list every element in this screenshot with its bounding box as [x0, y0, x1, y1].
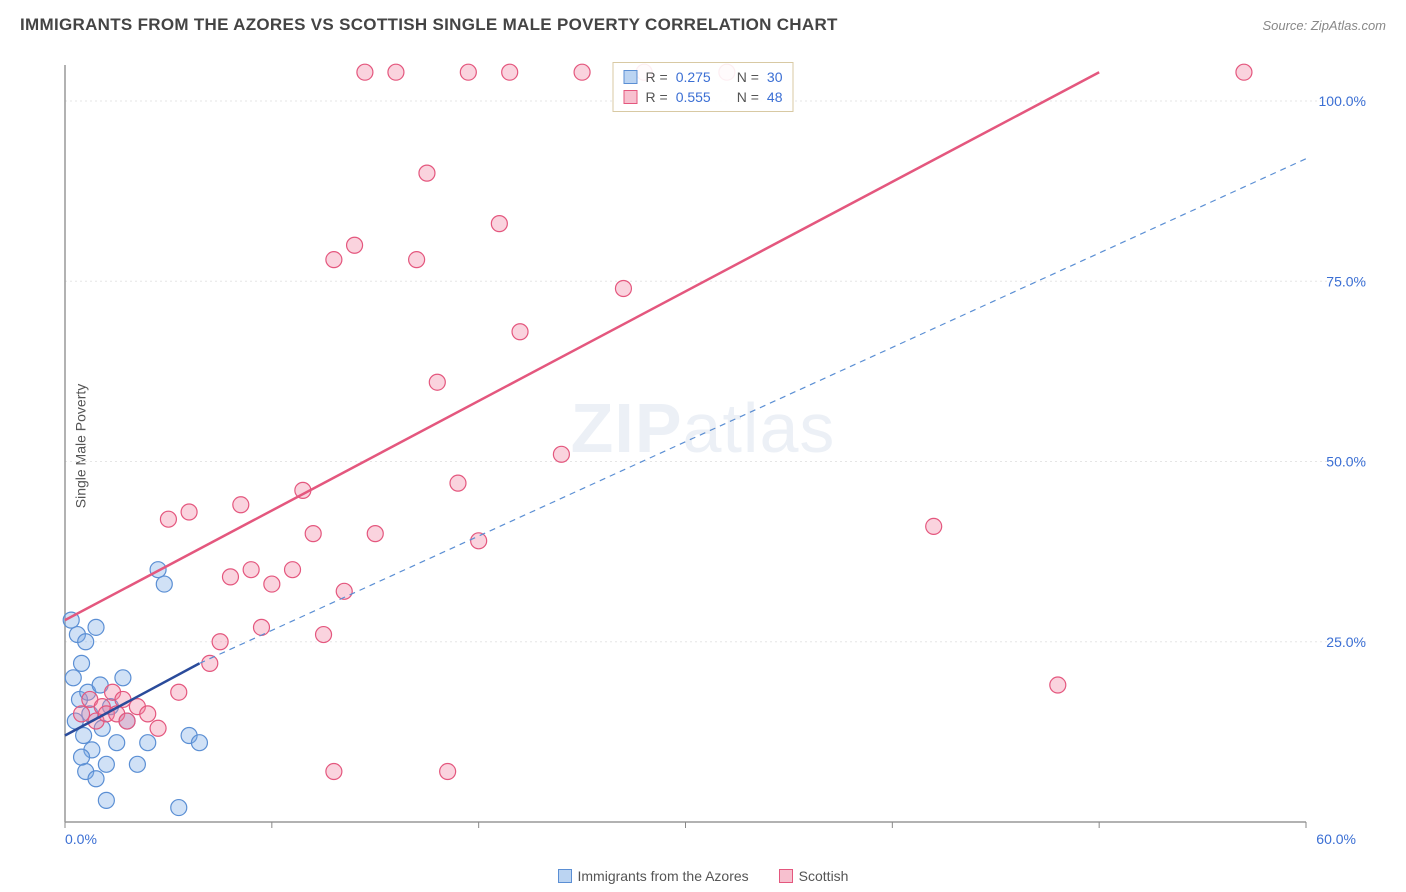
data-point: [202, 655, 218, 671]
n-value: 30: [767, 69, 783, 85]
chart-title: IMMIGRANTS FROM THE AZORES VS SCOTTISH S…: [20, 15, 838, 35]
legend-swatch: [624, 90, 638, 104]
correlation-stats-legend: R = 0.275 N = 30 R = 0.555 N = 48: [613, 62, 794, 112]
data-point: [171, 684, 187, 700]
data-point: [388, 64, 404, 80]
legend-item: Scottish: [779, 868, 849, 884]
data-point: [98, 756, 114, 772]
stats-row: R = 0.275 N = 30: [624, 67, 783, 87]
data-point: [171, 800, 187, 816]
data-point: [98, 792, 114, 808]
data-point: [253, 619, 269, 635]
data-point: [74, 706, 90, 722]
r-value: 0.555: [676, 89, 711, 105]
data-point: [1050, 677, 1066, 693]
data-point: [471, 533, 487, 549]
data-point: [440, 764, 456, 780]
scatter-plot-svg: 25.0% 50.0% 75.0% 100.0% 0.0% 60.0%: [55, 60, 1376, 852]
data-point: [140, 706, 156, 722]
plot-area: 25.0% 50.0% 75.0% 100.0% 0.0% 60.0%: [55, 60, 1376, 852]
data-point: [74, 749, 90, 765]
data-point: [429, 374, 445, 390]
legend-swatch: [558, 869, 572, 883]
n-value: 48: [767, 89, 783, 105]
header: IMMIGRANTS FROM THE AZORES VS SCOTTISH S…: [0, 0, 1406, 40]
trend-line-dashed: [199, 159, 1306, 664]
data-point: [326, 764, 342, 780]
x-tick-label: 0.0%: [65, 831, 97, 847]
trend-line: [65, 72, 1099, 620]
legend-swatch: [624, 70, 638, 84]
data-point: [150, 720, 166, 736]
legend-swatch: [779, 869, 793, 883]
data-point: [191, 735, 207, 751]
data-point: [1236, 64, 1252, 80]
data-point: [285, 562, 301, 578]
legend-label: Immigrants from the Azores: [578, 868, 749, 884]
data-point: [926, 518, 942, 534]
data-point: [409, 252, 425, 268]
n-label: N =: [737, 89, 759, 105]
data-point: [574, 64, 590, 80]
data-point: [460, 64, 476, 80]
data-point: [243, 562, 259, 578]
series-legend: Immigrants from the Azores Scottish: [0, 868, 1406, 884]
r-label: R =: [646, 89, 668, 105]
data-point: [553, 446, 569, 462]
data-point: [450, 475, 466, 491]
source-attribution: Source: ZipAtlas.com: [1262, 18, 1386, 33]
data-point: [512, 324, 528, 340]
data-point: [233, 497, 249, 513]
data-point: [74, 655, 90, 671]
data-point: [305, 526, 321, 542]
data-point: [264, 576, 280, 592]
data-point: [140, 735, 156, 751]
data-point: [88, 771, 104, 787]
data-point: [156, 576, 172, 592]
data-point: [119, 713, 135, 729]
data-point: [78, 634, 94, 650]
data-point: [347, 237, 363, 253]
data-point: [88, 619, 104, 635]
data-point: [367, 526, 383, 542]
data-point: [222, 569, 238, 585]
stats-row: R = 0.555 N = 48: [624, 87, 783, 107]
chart-container: IMMIGRANTS FROM THE AZORES VS SCOTTISH S…: [0, 0, 1406, 892]
legend-label: Scottish: [799, 868, 849, 884]
data-point: [109, 735, 125, 751]
data-point: [502, 64, 518, 80]
y-tick-label: 25.0%: [1326, 634, 1366, 650]
data-point: [615, 280, 631, 296]
data-point: [160, 511, 176, 527]
y-tick-label: 100.0%: [1319, 93, 1366, 109]
data-point: [491, 216, 507, 232]
data-point: [115, 670, 131, 686]
data-point: [357, 64, 373, 80]
data-point: [181, 504, 197, 520]
data-point: [316, 627, 332, 643]
r-value: 0.275: [676, 69, 711, 85]
y-tick-label: 50.0%: [1326, 454, 1366, 470]
data-point: [65, 670, 81, 686]
data-point: [419, 165, 435, 181]
data-point: [326, 252, 342, 268]
y-tick-label: 75.0%: [1326, 273, 1366, 289]
legend-item: Immigrants from the Azores: [558, 868, 749, 884]
n-label: N =: [737, 69, 759, 85]
x-tick-label: 60.0%: [1316, 831, 1356, 847]
r-label: R =: [646, 69, 668, 85]
data-point: [129, 756, 145, 772]
data-point: [212, 634, 228, 650]
